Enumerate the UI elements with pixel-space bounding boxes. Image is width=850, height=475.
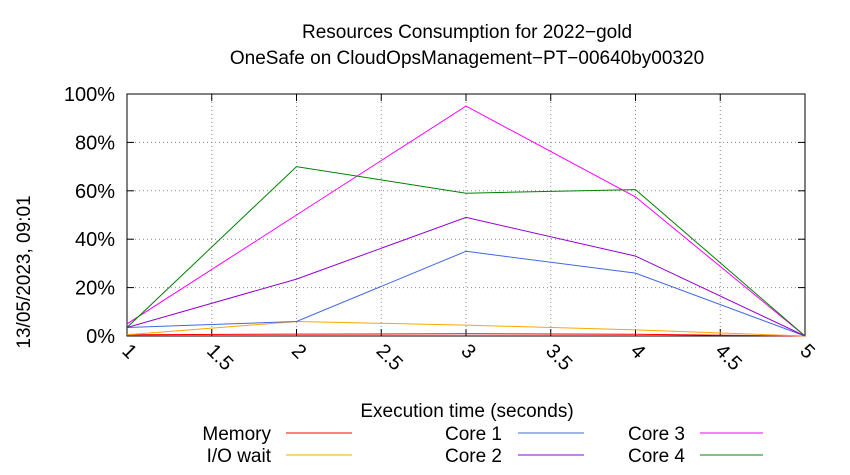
- legend-label-core-2: Core 2: [445, 446, 502, 467]
- y-tick-label: 60%: [75, 181, 115, 203]
- x-tick-label: 1.5: [202, 340, 237, 375]
- grid-lines: [127, 94, 805, 336]
- y-tick-label: 0%: [86, 326, 115, 348]
- legend-label-core-1: Core 1: [445, 424, 502, 445]
- legend-label-memory: Memory: [202, 424, 271, 445]
- series-line-core-3: [126, 105, 806, 337]
- axis-ticks: 0% 20% 40% 60% 80% 100% 1 1.5 2 2.5 3 3.5 4 4.5 5: [64, 84, 819, 375]
- series-line-i-o-wait: [126, 320, 806, 337]
- x-tick-label: 3: [456, 340, 479, 363]
- x-tick-label: 4: [626, 340, 649, 363]
- series-line-memory: [126, 333, 806, 337]
- x-tick-label: 4.5: [711, 340, 746, 375]
- series-line-core-2: [126, 216, 806, 337]
- timestamp-label: 13/05/2023, 09:01: [14, 195, 35, 348]
- y-tick-label: 80%: [75, 132, 115, 154]
- legend-label-i-o-wait: I/O wait: [207, 446, 272, 467]
- x-tick-label: 2: [287, 340, 310, 363]
- y-tick-label: 20%: [75, 278, 115, 300]
- y-tick-label: 100%: [64, 84, 115, 106]
- y-tick-label: 40%: [75, 229, 115, 251]
- x-tick-label: 3.5: [541, 340, 576, 375]
- x-axis-label: Execution time (seconds): [360, 401, 573, 422]
- series-line-core-1: [126, 250, 806, 337]
- chart-subtitle: OneSafe on CloudOpsManagement−PT−00640by…: [230, 48, 704, 69]
- x-tick-label: 5: [795, 340, 818, 363]
- legend-label-core-3: Core 3: [628, 424, 685, 445]
- x-tick-label: 1: [117, 340, 140, 363]
- x-tick-label: 2.5: [372, 340, 407, 375]
- legend-label-core-4: Core 4: [628, 446, 685, 467]
- series-line-core-4: [126, 166, 806, 337]
- series-lines: [126, 105, 806, 337]
- chart-title: Resources Consumption for 2022−gold: [302, 22, 632, 43]
